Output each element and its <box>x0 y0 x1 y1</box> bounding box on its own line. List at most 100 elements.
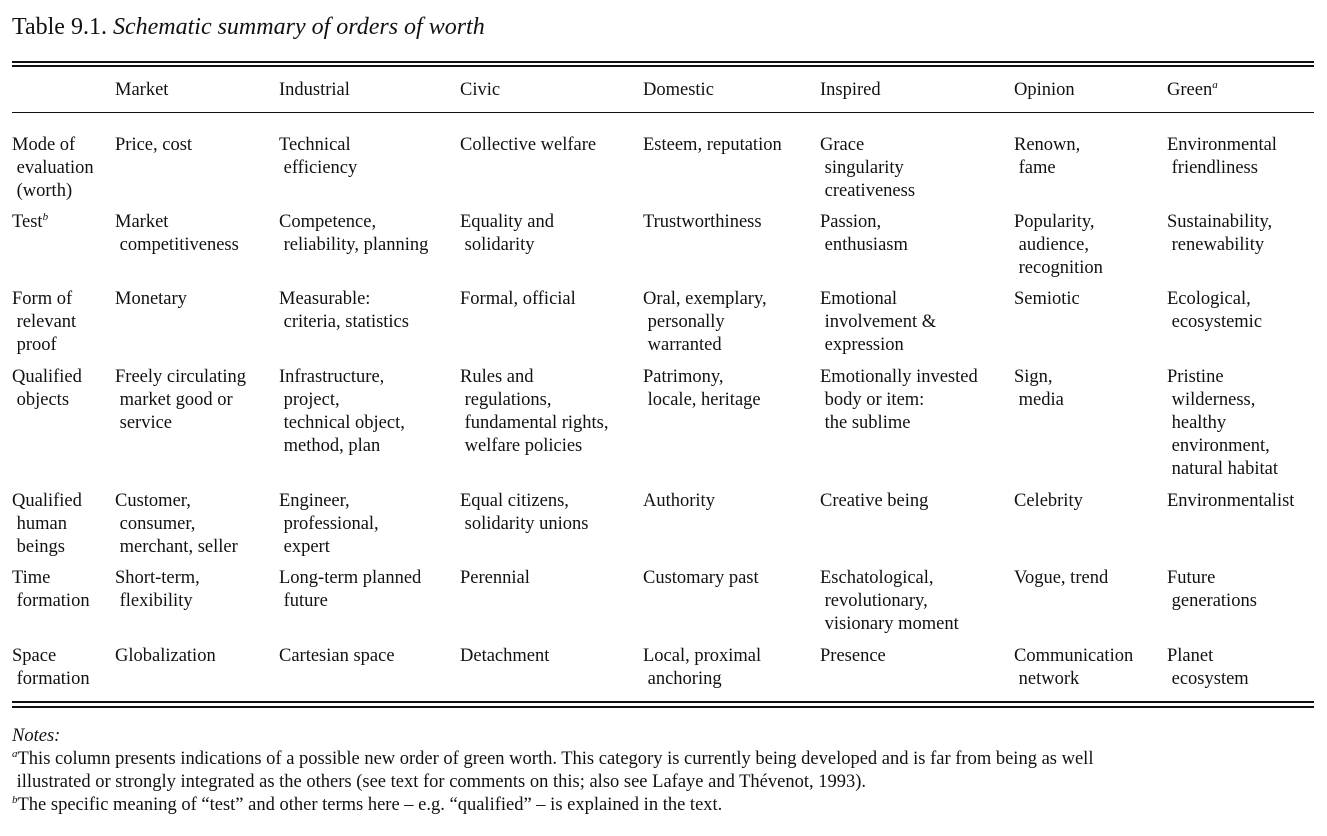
table-cell-r4-c3: Authority <box>643 490 715 513</box>
table-cell-r6-c1-text: Cartesian space <box>279 646 395 666</box>
notes-section: Notes: aThis column presents indications… <box>12 725 1093 817</box>
bottom-rule-2 <box>12 706 1314 708</box>
table-cell-r1-c3-text: Trustworthiness <box>643 212 762 232</box>
table-cell-r0-c6-text: Environmental friendliness <box>1167 135 1277 178</box>
table-cell-r3-c0: Freely circulating market good or servic… <box>115 366 246 435</box>
table-cell-r6-c2: Detachment <box>460 645 549 668</box>
column-header-opinion-text: Opinion <box>1014 80 1075 100</box>
table-cell-r3-c6: Pristine wilderness, healthy environment… <box>1167 366 1278 481</box>
row-label-6-text: Space formation <box>12 646 90 689</box>
row-label-4-text: Qualified human beings <box>12 491 82 557</box>
table-cell-r2-c3: Oral, exemplary, personally warranted <box>643 288 767 357</box>
table-cell-r6-c5: Communication network <box>1014 645 1133 691</box>
table-cell-r3-c2: Rules and regulations, fundamental right… <box>460 366 608 458</box>
notes-heading: Notes: <box>12 726 61 746</box>
table-cell-r6-c4-text: Presence <box>820 646 886 666</box>
table-cell-r2-c0-text: Monetary <box>115 289 187 309</box>
row-label-2-text: Form of relevant proof <box>12 289 77 355</box>
note-a-marker: a <box>12 748 18 760</box>
table-cell-r0-c1-text: Technical efficiency <box>279 135 358 178</box>
top-rule-2 <box>12 65 1314 67</box>
table-cell-r0-c2: Collective welfare <box>460 134 596 157</box>
table-cell-r5-c2: Perennial <box>460 567 530 590</box>
row-label-3-text: Qualified objects <box>12 367 82 410</box>
table-cell-r4-c0: Customer, consumer, merchant, seller <box>115 490 238 559</box>
table-cell-r1-c6-text: Sustainability, renewability <box>1167 212 1273 255</box>
table-cell-r5-c5: Vogue, trend <box>1014 567 1108 590</box>
table-cell-r0-c3: Esteem, reputation <box>643 134 782 157</box>
table-cell-r0-c4-text: Grace singularity creativeness <box>820 135 916 201</box>
table-cell-r4-c4: Creative being <box>820 490 928 513</box>
table-cell-r3-c6-text: Pristine wilderness, healthy environment… <box>1167 367 1278 479</box>
table-cell-r1-c2-text: Equality and solidarity <box>460 212 555 255</box>
table-cell-r1-c6: Sustainability, renewability <box>1167 211 1272 257</box>
table-cell-r5-c1-text: Long-term planned future <box>279 568 422 611</box>
row-label-2: Form of relevant proof <box>12 288 76 357</box>
table-cell-r2-c2: Formal, official <box>460 288 576 311</box>
table-cell-r1-c0: Market competitiveness <box>115 211 239 257</box>
column-header-opinion: Opinion <box>1014 79 1075 102</box>
table-cell-r3-c0-text: Freely circulating market good or servic… <box>115 367 246 433</box>
table-cell-r0-c6: Environmental friendliness <box>1167 134 1277 180</box>
note-b: bThe specific meaning of “test” and othe… <box>12 794 1093 817</box>
row-label-6: Space formation <box>12 645 90 691</box>
table-cell-r1-c2: Equality and solidarity <box>460 211 554 257</box>
table-cell-r6-c3: Local, proximal anchoring <box>643 645 761 691</box>
column-header-domestic-text: Domestic <box>643 80 714 100</box>
table-cell-r5-c3-text: Customary past <box>643 568 759 588</box>
row-label-3: Qualified objects <box>12 366 82 412</box>
row-label-5: Time formation <box>12 567 90 613</box>
table-cell-r5-c4-text: Eschatological, revolutionary, visionary… <box>820 568 959 634</box>
table-cell-r1-c4-text: Passion, enthusiasm <box>820 212 908 255</box>
table-cell-r5-c3: Customary past <box>643 567 759 590</box>
table-cell-r4-c3-text: Authority <box>643 491 715 511</box>
table-cell-r6-c6: Planet ecosystem <box>1167 645 1249 691</box>
table-cell-r5-c0: Short-term, flexibility <box>115 567 200 613</box>
column-header-green: Greena <box>1167 79 1218 102</box>
table-cell-r3-c5: Sign, media <box>1014 366 1064 412</box>
table-cell-r3-c3: Patrimony, locale, heritage <box>643 366 761 412</box>
table-cell-r2-c5: Semiotic <box>1014 288 1080 311</box>
table-cell-r4-c4-text: Creative being <box>820 491 929 511</box>
table-cell-r1-c4: Passion, enthusiasm <box>820 211 908 257</box>
table-cell-r1-c0-text: Market competitiveness <box>115 212 239 255</box>
table-cell-r4-c0-text: Customer, consumer, merchant, seller <box>115 491 238 557</box>
table-cell-r0-c1: Technical efficiency <box>279 134 357 180</box>
table-cell-r3-c2-text: Rules and regulations, fundamental right… <box>460 367 609 456</box>
row-label-4: Qualified human beings <box>12 490 82 559</box>
table-cell-r2-c6-text: Ecological, ecosystemic <box>1167 289 1263 332</box>
table-cell-r2-c1: Measurable: criteria, statistics <box>279 288 409 334</box>
table-cell-r4-c1-text: Engineer, professional, expert <box>279 491 379 557</box>
table-cell-r1-c5-text: Popularity, audience, recognition <box>1014 212 1103 278</box>
table-cell-r0-c4: Grace singularity creativeness <box>820 134 915 203</box>
table-cell-r4-c2: Equal citizens, solidarity unions <box>460 490 588 536</box>
table-cell-r5-c0-text: Short-term, flexibility <box>115 568 200 611</box>
top-rule-1 <box>12 61 1314 63</box>
table-cell-r3-c4: Emotionally invested body or item: the s… <box>820 366 978 435</box>
column-header-green-footnote-marker: a <box>1212 79 1218 91</box>
table-cell-r3-c1-text: Infrastructure, project, technical objec… <box>279 367 405 456</box>
column-header-industrial: Industrial <box>279 79 350 102</box>
table-cell-r2-c3-text: Oral, exemplary, personally warranted <box>643 289 767 355</box>
table-cell-r6-c2-text: Detachment <box>460 646 550 666</box>
table-cell-r2-c5-text: Semiotic <box>1014 289 1080 309</box>
table-cell-r0-c2-text: Collective welfare <box>460 135 597 155</box>
table-cell-r3-c3-text: Patrimony, locale, heritage <box>643 367 761 410</box>
column-header-domestic: Domestic <box>643 79 714 102</box>
table-cell-r3-c4-text: Emotionally invested body or item: the s… <box>820 367 978 433</box>
column-header-market-text: Market <box>115 80 169 100</box>
table-cell-r6-c5-text: Communication network <box>1014 646 1134 689</box>
table-cell-r5-c6-text: Future generations <box>1167 568 1257 611</box>
table-cell-r5-c5-text: Vogue, trend <box>1014 568 1109 588</box>
table-cell-r2-c0: Monetary <box>115 288 187 311</box>
row-label-0: Mode of evaluation (worth) <box>12 134 94 203</box>
table-cell-r3-c1: Infrastructure, project, technical objec… <box>279 366 405 458</box>
row-label-0-text: Mode of evaluation (worth) <box>12 135 94 201</box>
column-header-civic: Civic <box>460 79 500 102</box>
note-b-marker: b <box>12 794 18 806</box>
table-cell-r5-c1: Long-term planned future <box>279 567 421 613</box>
table-cell-r4-c6: Environmentalist <box>1167 490 1294 513</box>
table-cell-r4-c6-text: Environmentalist <box>1167 491 1295 511</box>
note-a: aThis column presents indications of a p… <box>12 748 1093 771</box>
column-header-market: Market <box>115 79 168 102</box>
